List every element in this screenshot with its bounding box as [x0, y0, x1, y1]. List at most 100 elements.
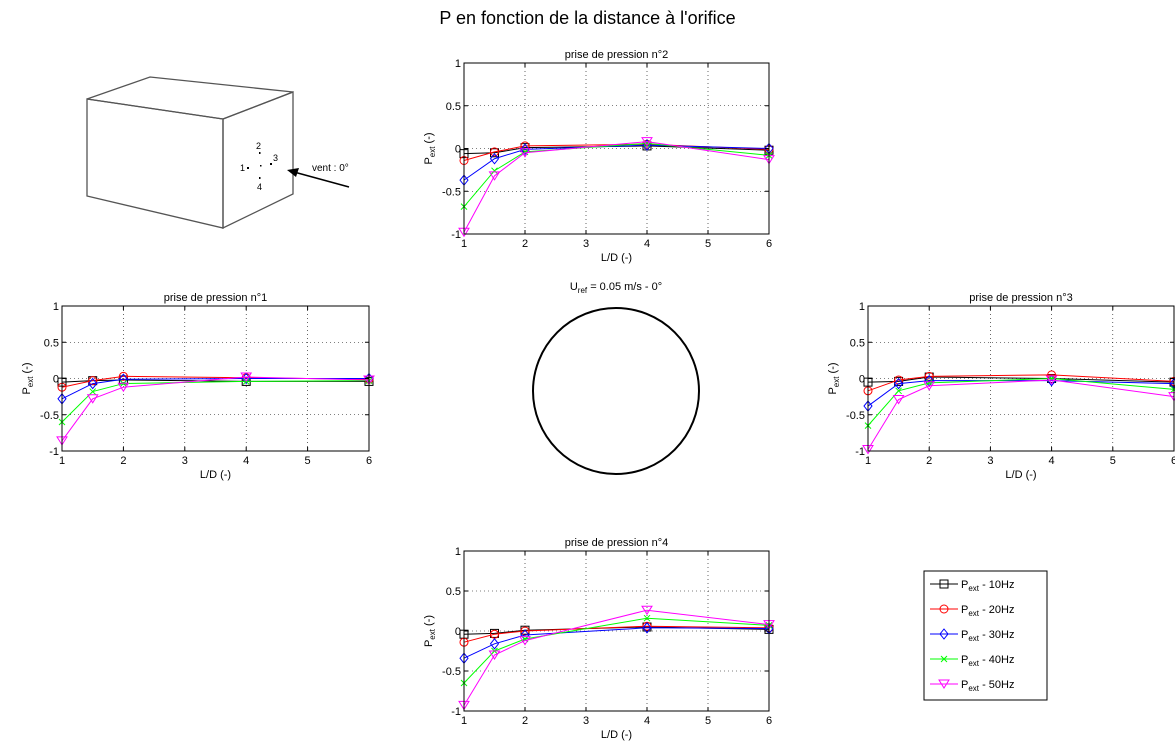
- legend-marker: [939, 628, 949, 640]
- x-tick-label: 5: [305, 455, 311, 467]
- y-tick-label: 0.5: [446, 101, 461, 113]
- data-point: [893, 377, 904, 390]
- y-tick-label: 0.5: [446, 586, 461, 598]
- series-line: [463, 144, 770, 181]
- data-point: [641, 605, 653, 616]
- data-point: [642, 621, 652, 634]
- data-point: [643, 614, 651, 622]
- y-axis-label: Pext (-): [21, 362, 35, 394]
- chart-title: prise de pression n°2: [565, 49, 668, 61]
- x-tick-label: 4: [1049, 455, 1055, 467]
- chart-title: prise de pression n°3: [969, 292, 1072, 304]
- x-tick-label: 3: [583, 715, 589, 727]
- chart-title: prise de pression n°4: [565, 537, 668, 549]
- reference-velocity-label: Uref = 0.05 m/s - 0°: [570, 281, 662, 295]
- series-line: [867, 379, 1175, 450]
- y-tick-label: 0: [53, 374, 59, 386]
- x-tick-label: 6: [366, 455, 372, 467]
- series-line: [867, 376, 1175, 383]
- y-tick-label: 1: [455, 546, 461, 558]
- data-point: [89, 388, 97, 395]
- x-tick-label: 1: [865, 455, 871, 467]
- data-point: [86, 394, 99, 404]
- x-tick-label: 2: [926, 455, 932, 467]
- legend-label: Pext - 40Hz: [961, 654, 1014, 668]
- legend-label: Pext - 30Hz: [961, 629, 1014, 643]
- series-3: [459, 139, 774, 186]
- x-tick-label: 1: [461, 715, 467, 727]
- x-tick-label: 1: [461, 238, 467, 250]
- chart-title: prise de pression n°1: [164, 292, 267, 304]
- box-top-face: [86, 76, 294, 120]
- chart-tap-1: 1 2 3 4 5 6 -1 -0.5 0 0.5 1 prise de pression n°1 L/…: [21, 292, 375, 481]
- y-tick-label: 0.5: [44, 337, 59, 349]
- x-axis-label: L/D (-): [601, 252, 632, 264]
- box-side-face: [222, 91, 294, 230]
- wind-label: vent : 0°: [312, 163, 349, 174]
- x-tick-label: 4: [644, 238, 650, 250]
- data-point: [488, 650, 501, 660]
- data-point: [892, 395, 905, 405]
- series-line: [463, 609, 770, 706]
- x-tick-label: 1: [59, 455, 65, 467]
- y-tick-label: 1: [859, 301, 865, 313]
- data-point: [641, 137, 653, 147]
- pressure-taps: 1 2 3 4: [240, 141, 278, 192]
- orifice-circle: [532, 307, 700, 475]
- data-point: [519, 148, 531, 158]
- x-tick-label: 5: [1110, 455, 1116, 467]
- legend-marker: [939, 579, 949, 589]
- x-tick-label: 6: [1171, 455, 1175, 467]
- series-line: [463, 625, 770, 643]
- y-tick-label: 0: [859, 374, 865, 386]
- data-point: [520, 143, 530, 156]
- tap-dot-center: [260, 165, 262, 167]
- legend-label: Pext - 20Hz: [961, 604, 1014, 618]
- data-point: [519, 636, 531, 646]
- x-tick-label: 4: [243, 455, 249, 467]
- data-point: [520, 141, 530, 151]
- legend-item-5: Pext - 50Hz: [930, 679, 1014, 693]
- y-tick-label: -1: [49, 446, 59, 458]
- legend-item-2: Pext - 20Hz: [930, 604, 1014, 618]
- x-tick-label: 4: [644, 715, 650, 727]
- y-tick-label: -0.5: [442, 666, 461, 678]
- data-point: [895, 387, 902, 395]
- x-tick-label: 6: [766, 238, 772, 250]
- y-tick-label: -1: [855, 446, 865, 458]
- wind-arrow: vent : 0°: [287, 163, 350, 188]
- data-point: [240, 372, 253, 382]
- tap-label-4: 4: [257, 182, 262, 192]
- x-tick-label: 2: [120, 455, 126, 467]
- tap-label-2: 2: [256, 141, 261, 151]
- y-axis-label: Pext (-): [827, 362, 841, 394]
- tap-dot-1: [247, 167, 249, 169]
- data-point: [925, 379, 933, 387]
- y-tick-label: 0: [455, 626, 461, 638]
- x-tick-label: 3: [182, 455, 188, 467]
- data-point: [489, 637, 500, 650]
- y-tick-label: 1: [53, 301, 59, 313]
- y-tick-label: -0.5: [846, 410, 865, 422]
- chart-tap-4: 1 2 3 4 5 6 -1 -0.5 0 0.5 1 prise de pression n°4 L/…: [423, 537, 775, 741]
- tap-label-3: 3: [273, 153, 278, 163]
- y-axis-label: Pext (-): [423, 132, 437, 164]
- data-point: [491, 167, 498, 175]
- data-point: [488, 171, 501, 181]
- x-tick-label: 5: [705, 238, 711, 250]
- y-tick-label: -0.5: [40, 410, 59, 422]
- y-axis-label: Pext (-): [423, 615, 437, 647]
- series-line: [61, 376, 370, 442]
- legend-box: [923, 570, 1048, 701]
- data-point: [118, 371, 128, 381]
- legend-label: Pext - 10Hz: [961, 579, 1014, 593]
- legend-marker: [939, 604, 949, 614]
- legend-label: Pext - 50Hz: [961, 679, 1014, 693]
- x-tick-label: 5: [705, 715, 711, 727]
- y-tick-label: 1: [455, 58, 461, 70]
- legend-marker: [940, 655, 948, 663]
- legend: Pext - 10Hz Pext - 20Hz Pext - 30Hz Pext - …: [923, 570, 1048, 701]
- legend-marker: [938, 679, 950, 689]
- legend-item-4: Pext - 40Hz: [930, 654, 1014, 668]
